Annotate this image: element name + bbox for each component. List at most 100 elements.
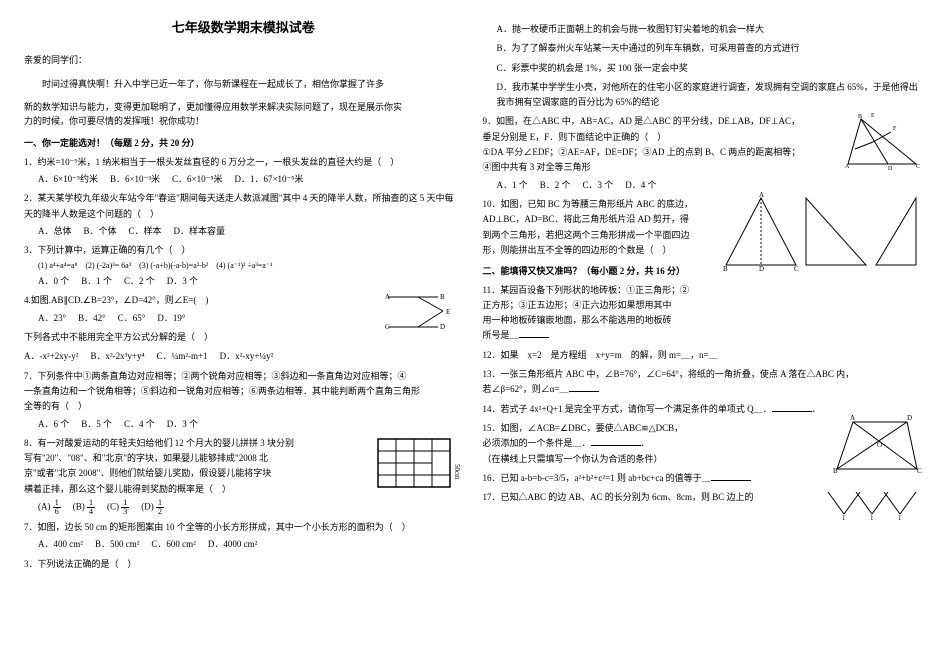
q7-text2: 一条直角边和一个锐角相等；⑤斜边和一锐角对应相等；⑥两条边相等．其中能判断两个直… <box>24 384 463 399</box>
q2-opt-c: C．样本 <box>129 224 162 239</box>
svg-text:1: 1 <box>898 514 902 522</box>
q2-text: 2．某天某学校九年级火车站今年"春运"期间每天送走人数派减图"其中 4 天的降半… <box>24 191 463 222</box>
question-16: 16．已知 a-b=b-c=3/5，a²+b²+c²=1 则 ab+bc+ca … <box>483 471 922 486</box>
q13-text: 13．一张三角形纸片 ABC 中，∠B=76°，∠C=64°，将纸的一角折叠，使… <box>483 367 922 382</box>
question-15: 15．如图，∠ACB=∠DBC，要使△ABC≌△DCB， 必须添加的一个条件是＿… <box>483 421 832 467</box>
q14-text: 14．若式子 4x²+Q+1 是完全平方式，请你写一个满足条件的单项式 Q＿． <box>483 404 772 414</box>
question-14: 14．若式子 4x²+Q+1 是完全平方式，请你写一个满足条件的单项式 Q＿．． <box>483 402 922 417</box>
q5-options: A．-x²+2xy-y² B．x²-2x³y+y⁴ C．¼m²-m+1 D．x²… <box>24 349 463 364</box>
question-8: 8．有一对酸爱运动的年轻夫妇给他们 12 个月大的婴儿拼拼 3 块分别 写有"2… <box>24 436 463 516</box>
q9-opt-a: A．1 个 <box>497 178 528 193</box>
q13-text2-label: 若∠β=62°，则∠α=＿ <box>483 384 569 394</box>
svg-text:C: C <box>916 164 920 170</box>
q9-sub2: ④图中共有 3 对全等三角形 <box>483 160 832 175</box>
q15-figure: A D B C O <box>833 417 921 475</box>
q10-text2: AD⊥BC，AD=BC．将此三角形纸片沿 AD 剪开，得 <box>483 212 722 227</box>
q3-sub: (1) a⁴+a⁴=a⁸ (2) (-2a)³= 6a³ (3) (-a+b)(… <box>38 259 463 273</box>
svg-text:E: E <box>446 308 450 316</box>
q4-options: A．23° B．42° C．65° D．19° <box>38 311 373 326</box>
q11-text: 11．某园百设备下列形状的地砖板：①正三角形；② <box>483 283 722 298</box>
q7-opt-c: C．4 个 <box>124 417 155 432</box>
q1-options: A．6×10⁻⁵约米 B．6×10⁻³米 C．6×10⁻⁵米 D．1．67×10… <box>38 172 463 187</box>
exam-title: 七年级数学期末模拟试卷 <box>24 18 463 39</box>
question-5: A．-x²+2xy-y² B．x²-2x³y+y⁴ C．¼m²-m+1 D．x²… <box>24 349 463 364</box>
q9-opt-d: D．4 个 <box>625 178 656 193</box>
q8-opt-a: (A) 16 <box>38 499 61 516</box>
svg-text:B: B <box>858 114 862 120</box>
left-column: 七年级数学期末模拟试卷 亲爱的同学们： 时间过得真快啊！升入中学已近一年了，你与… <box>24 18 463 647</box>
question-11: 11．某园百设备下列形状的地砖板：①正三角形；② 正方形；③正五边形；④正六边形… <box>483 283 722 344</box>
svg-text:A: A <box>845 164 850 170</box>
q11-blank <box>519 328 549 338</box>
q15-text2-label: 必须添加的一个条件是＿． <box>483 438 591 448</box>
q8b-opt-b: B．500 cm² <box>95 537 139 552</box>
greeting: 亲爱的同学们： <box>24 53 463 67</box>
question-10: 10．如图，已知 BC 为等腰三角形纸片 ABC 的底边， AD⊥BC，AD=B… <box>483 197 722 258</box>
svg-text:A: A <box>850 414 855 422</box>
question-13: 13．一张三角形纸片 ABC 中，∠B=76°，∠C=64°，将纸的一角折叠，使… <box>483 367 922 398</box>
right-opt-a: A．抛一枚硬币正面朝上的机会与抛一枚图钉钉尖着地的机会一样大 <box>497 22 922 37</box>
right-opt-d: D．我市某中学学生小亮，对他所在的住宅小区的家庭进行调查，发现拥有空调的家庭占 … <box>497 80 922 111</box>
q11-text2: 正方形；③正五边形；④正六边形如果想用其中 <box>483 298 722 313</box>
q5-opt-d: D．x²-xy+¼y² <box>220 349 274 364</box>
q7-options: A．6 个 B．5 个 C．4 个 D．3 个 <box>38 417 463 432</box>
q4-opt-a: A．23° <box>38 311 66 326</box>
q3-opt-d: D．3 个 <box>167 274 198 289</box>
question-1: 1．约米=10⁻⁹米，1 纳米相当于一根头发丝直径的 6 万分之一，一根头发丝的… <box>24 155 463 188</box>
q8-opt-c: (C) 13 <box>107 499 129 516</box>
q2-options: A．总体 B．个体 C．样本 D．样本容量 <box>38 224 463 239</box>
q7-opt-d: D．3 个 <box>167 417 198 432</box>
question-5-pre: 下列各式中不能用完全平方公式分解的是（ ） <box>24 330 463 345</box>
q8-text4: 横着正排，那么这个婴儿能得到奖励的概率是（ ） <box>24 482 363 497</box>
question-2: 2．某天某学校九年级火车站今年"春运"期间每天送走人数派减图"其中 4 天的降半… <box>24 191 463 239</box>
q9-opt-c: C．3 个 <box>583 178 614 193</box>
q15-blank <box>591 436 641 446</box>
q16-text: 16．已知 a-b=b-c=3/5，a²+b²+c²=1 则 ab+bc+ca … <box>483 473 711 483</box>
q11-text4: 所号是＿ <box>483 328 722 343</box>
q5-opt-c: C．¼m²-m+1 <box>157 349 208 364</box>
q17-figure: 1 1 1 <box>826 490 921 520</box>
q11-text4-label: 所号是＿ <box>483 330 519 340</box>
question-3: 3．下列计算中，运算正确的有几个（ ） (1) a⁴+a⁴=a⁸ (2) (-2… <box>24 243 463 289</box>
q7-text3: 全等的有（ ） <box>24 399 463 414</box>
q3-opt-c: C．2 个 <box>124 274 155 289</box>
q15-text3: （在横线上只需填写一个你认为合适的条件） <box>483 452 832 467</box>
q5-opt-b: B．x²-2x³y+y⁴ <box>90 349 144 364</box>
q15-text: 15．如图，∠ACB=∠DBC，要使△ABC≌△DCB， <box>483 421 832 436</box>
svg-text:1: 1 <box>842 514 846 522</box>
q7-opt-a: A．6 个 <box>38 417 69 432</box>
svg-text:1: 1 <box>870 514 874 522</box>
q8b-text: 7．如图，边长 50 cm 的矩形图案由 10 个全等的小长方形拼成，其中一个小… <box>24 520 463 535</box>
svg-text:50cm: 50cm <box>453 464 461 480</box>
question-last-left: 3．下列说法正确的是（ ） <box>24 557 463 572</box>
q1-opt-a: A．6×10⁻⁵约米 <box>38 172 98 187</box>
q8-text3: 京"或者"北京 2008"．则他们就给婴儿奖励，假设婴儿能将字块 <box>24 466 363 481</box>
q8b-opt-c: C．600 cm² <box>151 537 195 552</box>
question-9: 9．如图，在△ABC 中，AB=AC，AD 是△ABC 的平分线，DE⊥AB，D… <box>483 114 832 192</box>
q10-figure: A B D C <box>721 193 921 271</box>
question-17: 17．已知△ABC 的边 AB、AC 的长分别为 6cm、8cm，则 BC 边上… <box>483 490 822 505</box>
q3-options: A．0 个 B．1 个 C．2 个 D．3 个 <box>38 274 463 289</box>
q9-text2: 垂足分别是 E，F．则下面结论中正确的（ ） <box>483 130 832 145</box>
q17-text: 17．已知△ABC 的边 AB、AC 的长分别为 6cm、8cm，则 BC 边上… <box>483 490 822 505</box>
q13-blank <box>569 382 599 392</box>
q1-opt-b: B．6×10⁻³米 <box>110 172 160 187</box>
question-8b: 7．如图，边长 50 cm 的矩形图案由 10 个全等的小长方形拼成，其中一个小… <box>24 520 463 553</box>
q1-opt-c: C．6×10⁻⁵米 <box>172 172 222 187</box>
q9-sub: ①DA 平分∠EDF；②AE=AF，DE=DF；③AD 上的点到 B、C 两点的… <box>483 145 832 160</box>
q9-options: A．1 个 B．2 个 C．3 个 D．4 个 <box>497 178 832 193</box>
q8-options: (A) 16 (B) 14 (C) 13 (D) 12 <box>38 499 363 516</box>
q4-opt-d: D．19° <box>157 311 185 326</box>
right-opt-c: C．彩票中奖的机会是 1%，买 100 张一定会中奖 <box>497 61 922 76</box>
svg-text:D: D <box>907 414 912 422</box>
q10-text: 10．如图，已知 BC 为等腰三角形纸片 ABC 的底边， <box>483 197 722 212</box>
q15-text2: 必须添加的一个条件是＿．． <box>483 436 832 451</box>
q7-text: 7．下列条件中①两条直角边对应相等；②两个锐角对应相等；③斜边和一条直角边对应相… <box>24 369 463 384</box>
q9-opt-b: B．2 个 <box>540 178 571 193</box>
q8-text: 8．有一对酸爱运动的年轻夫妇给他们 12 个月大的婴儿拼拼 3 块分别 <box>24 436 363 451</box>
q12-text: 12．如果 x=2 是方程组 x+y=m 的解，则 m=＿，n=＿ <box>483 348 922 363</box>
q2-opt-d: D．样本容量 <box>174 224 226 239</box>
right-column: A．抛一枚硬币正面朝上的机会与抛一枚图钉钉尖着地的机会一样大 B．为了了解泰州火… <box>483 18 922 647</box>
q4-opt-c: C．65° <box>118 311 146 326</box>
q8-opt-d: (D) 12 <box>141 499 164 516</box>
